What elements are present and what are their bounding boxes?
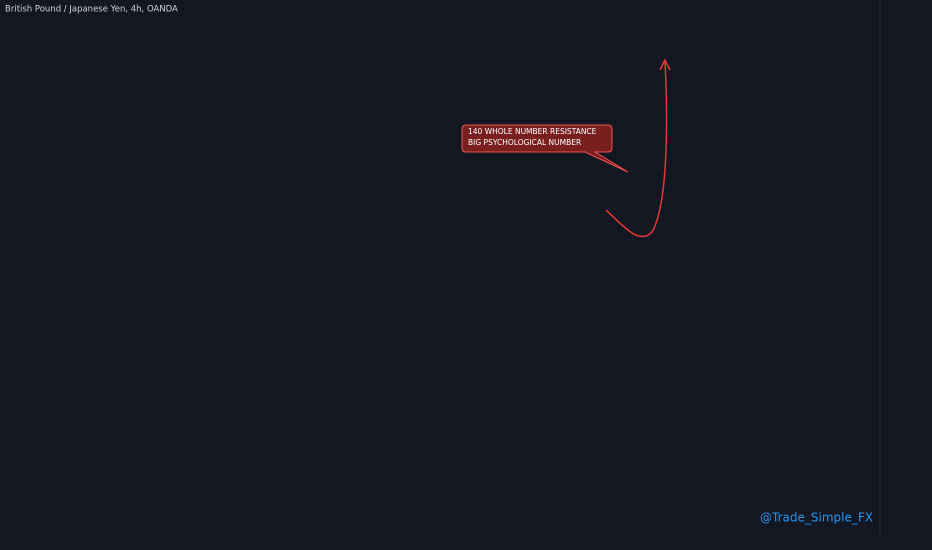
projection-curve bbox=[605, 61, 668, 238]
projection-arrow bbox=[659, 58, 671, 71]
annotation-line: 140 WHOLE NUMBER RESISTANCE bbox=[468, 127, 597, 136]
overlay: 140 WHOLE NUMBER RESISTANCE BIG PSYCHOLO… bbox=[461, 58, 671, 238]
annotation-line: BIG PSYCHOLOGICAL NUMBER bbox=[468, 138, 581, 147]
watermark: @Trade_Simple_FX bbox=[760, 511, 873, 525]
annotation-callout bbox=[461, 124, 629, 173]
chart-title: British Pound / Japanese Yen, 4h, OANDA bbox=[5, 5, 178, 15]
price-axis bbox=[880, 0, 932, 550]
